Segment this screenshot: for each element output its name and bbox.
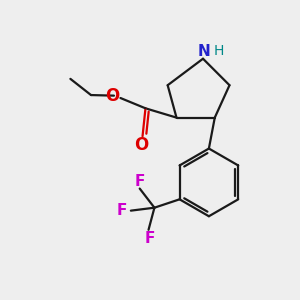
Text: N: N	[198, 44, 211, 59]
Text: F: F	[116, 203, 127, 218]
Text: F: F	[134, 174, 145, 189]
Text: F: F	[145, 230, 155, 245]
Text: O: O	[105, 87, 119, 105]
Text: O: O	[134, 136, 148, 154]
Text: H: H	[214, 44, 224, 58]
